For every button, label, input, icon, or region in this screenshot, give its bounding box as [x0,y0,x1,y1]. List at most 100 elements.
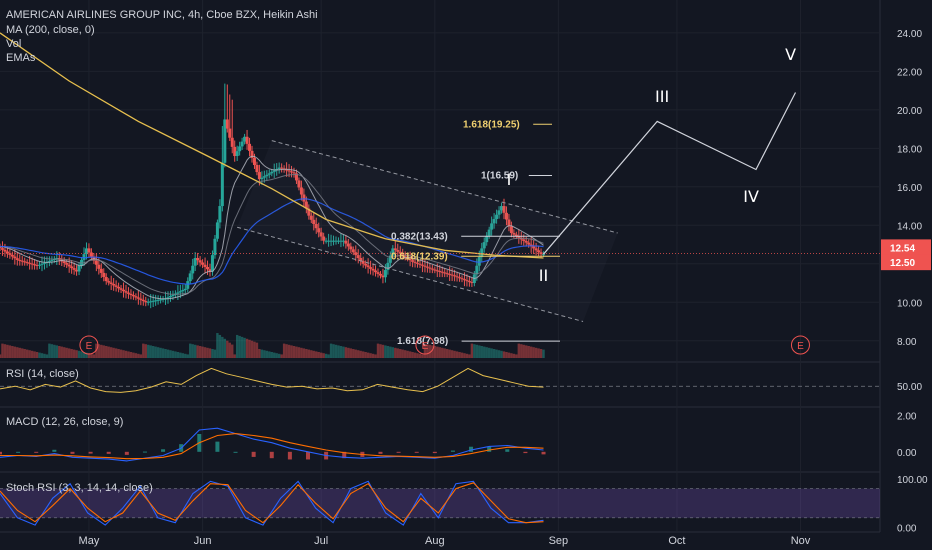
volume-bar [127,351,130,358]
volume-bar [28,350,31,358]
volume-bar [470,343,474,358]
candle-body [492,219,496,224]
volume-bar [473,344,476,358]
candle-body [485,235,489,243]
candle-body [361,260,365,264]
candle-body [522,239,526,242]
macd-histogram-bar [251,451,256,457]
candle-body [136,297,140,299]
volume-bar [480,346,483,358]
candle-body [376,272,380,274]
indicator-emas-label[interactable]: EMAs [6,52,36,64]
candle-body [250,150,254,158]
volume-bar [394,347,397,358]
volume-bar [421,354,424,358]
macd-line [0,427,544,462]
volume-bar [497,350,501,358]
candle-body [425,266,429,268]
candle-body [292,172,296,174]
ma200-line [0,32,544,259]
candle-body [252,157,256,166]
macd-histogram-bar [70,451,75,454]
volume-bar [65,347,68,358]
volume-bar [458,352,461,358]
volume-bar [25,349,29,358]
volume-bar [310,350,313,358]
volume-bar [455,351,459,358]
volume-bar [292,346,296,358]
fib-level-label: 0.382(13.43) [391,231,448,242]
stoch-pane-title[interactable]: Stoch RSI (3, 3, 14, 14, close) [6,482,153,494]
candle-body [351,249,355,253]
candle-body [75,269,79,272]
candle-body [327,240,331,242]
indicator-vol-label[interactable]: Vol [6,38,22,50]
candle-body [371,268,375,271]
volume-bar [406,350,409,358]
candle-body [122,289,126,292]
stoch-band [0,488,880,518]
ema-fast-line [0,155,544,300]
volume-bar [423,343,427,358]
candle-body [84,248,88,255]
volume-bar [342,346,345,358]
candle-body [396,250,400,252]
volume-bar [515,354,518,358]
volume-bar [376,343,380,358]
volume-bar [238,335,241,358]
candle-body [307,208,311,216]
candle-body [225,119,229,129]
volume-bar [399,349,402,358]
candle-body [290,171,294,173]
price-tick-label: 18.00 [897,144,922,155]
time-tick-label: Jul [314,535,328,547]
candle-body [374,270,378,273]
rsi-pane-title[interactable]: RSI (14, close) [6,368,79,380]
price-tick-label: 16.00 [897,183,922,194]
candle-body [262,176,266,178]
candle-body [495,214,499,220]
price-label-tag [881,254,931,271]
volume-bar [67,348,71,358]
volume-bar [154,346,157,358]
earnings-marker [79,335,99,355]
candle-body [3,249,7,252]
candle-body [166,297,170,299]
volume-bar [431,345,434,358]
macd-histogram-bar [378,451,383,454]
channel-lower-line [237,226,584,322]
volume-bar [492,349,496,358]
stoch-k-line [0,480,544,526]
indicator-ma200-label[interactable]: MA (200, close, 0) [6,24,95,36]
price-label-tag [881,239,931,256]
volume-bar [337,345,340,358]
volume-bar [327,354,330,358]
macd-histogram-bar [342,451,347,459]
candle-body [8,253,12,255]
candle-body [332,240,336,242]
candle-body [15,258,19,260]
candle-body [517,236,521,238]
macd-histogram-bar [541,451,546,455]
candle-body [13,256,17,259]
volume-bar [122,350,125,358]
volume-bar [206,347,209,358]
candle-body [465,280,469,282]
candle-body [319,232,323,237]
volume-bar [450,350,454,358]
candle-body [238,146,242,152]
volume-bar [268,351,271,358]
volume-bar [433,346,437,358]
candle-body [129,293,133,296]
volume-bar [339,346,343,358]
fib-level-label: 1(16.59) [481,170,518,181]
candle-body [131,295,135,297]
volume-bar [8,345,12,358]
volume-bar [280,354,283,358]
candle-body [230,137,234,147]
macd-pane-title[interactable]: MACD (12, 26, close, 9) [6,416,124,428]
candle-body [514,234,518,237]
candle-body [67,264,71,267]
candle-body [102,272,106,278]
